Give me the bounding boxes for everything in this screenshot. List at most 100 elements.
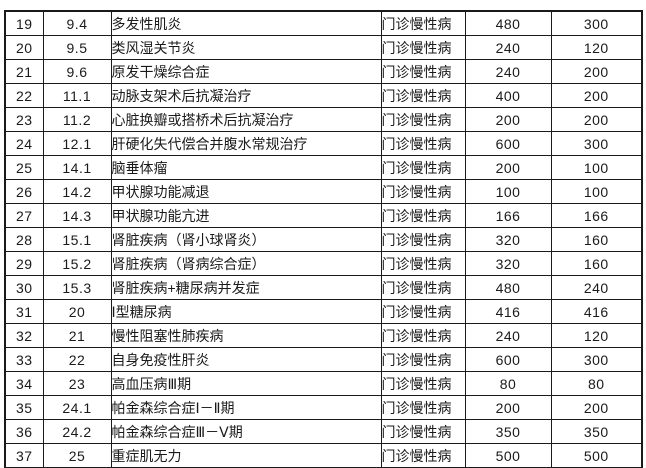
cell-code: 24.2 — [42, 419, 112, 444]
cell-amount-b: 200 — [550, 107, 643, 132]
cell-seq: 24 — [4, 131, 44, 156]
cell-seq: 31 — [4, 299, 44, 324]
cell-disease-name: 类风湿关节炎 — [110, 35, 382, 60]
cell-code: 14.1 — [42, 155, 112, 180]
cell-disease-name: 帕金森综合症Ⅲ－Ⅴ期 — [110, 419, 382, 444]
cell-code: 11.2 — [42, 107, 112, 132]
cell-amount-b: 100 — [550, 179, 643, 204]
table-row: 25 14.1 脑垂体瘤 门诊慢性病 200 100 — [4, 155, 643, 180]
cell-amount-b: 100 — [550, 155, 643, 180]
cell-code: 9.6 — [42, 59, 112, 84]
cell-amount-a: 240 — [464, 323, 552, 348]
cell-code: 11.1 — [42, 83, 112, 108]
cell-seq: 36 — [4, 419, 44, 444]
cell-category: 门诊慢性病 — [380, 131, 466, 156]
cell-seq: 28 — [4, 227, 44, 252]
cell-disease-name: Ⅰ型糖尿病 — [110, 299, 382, 324]
cell-amount-b: 160 — [550, 251, 643, 276]
cell-category: 门诊慢性病 — [380, 299, 466, 324]
cell-disease-name: 高血压病Ⅲ期 — [110, 371, 382, 396]
cell-category: 门诊慢性病 — [380, 347, 466, 372]
cell-seq: 25 — [4, 155, 44, 180]
table-row: 20 9.5 类风湿关节炎 门诊慢性病 240 120 — [4, 35, 643, 60]
cell-category: 门诊慢性病 — [380, 251, 466, 276]
cell-amount-a: 200 — [464, 155, 552, 180]
cell-amount-a: 500 — [464, 443, 552, 468]
cell-amount-a: 480 — [464, 275, 552, 300]
cell-amount-a: 480 — [464, 10, 552, 36]
cell-seq: 34 — [4, 371, 44, 396]
cell-amount-a: 320 — [464, 251, 552, 276]
cell-amount-a: 240 — [464, 35, 552, 60]
cell-category: 门诊慢性病 — [380, 275, 466, 300]
table-row: 31 20 Ⅰ型糖尿病 门诊慢性病 416 416 — [4, 299, 643, 324]
cell-category: 门诊慢性病 — [380, 419, 466, 444]
cell-disease-name: 帕金森综合症Ⅰ－Ⅱ期 — [110, 395, 382, 420]
cell-amount-b: 166 — [550, 203, 643, 228]
table-row: 27 14.3 甲状腺功能亢进 门诊慢性病 166 166 — [4, 203, 643, 228]
cell-seq: 27 — [4, 203, 44, 228]
cell-disease-name: 肝硬化失代偿合并腹水常规治疗 — [110, 131, 382, 156]
table-row: 29 15.2 肾脏疾病（肾病综合症） 门诊慢性病 320 160 — [4, 251, 643, 276]
cell-seq: 21 — [4, 59, 44, 84]
cell-amount-b: 300 — [550, 131, 643, 156]
cell-code: 14.3 — [42, 203, 112, 228]
cell-disease-name: 甲状腺功能亢进 — [110, 203, 382, 228]
cell-seq: 22 — [4, 83, 44, 108]
cell-seq: 19 — [4, 10, 44, 36]
cell-disease-name: 原发干燥综合症 — [110, 59, 382, 84]
cell-category: 门诊慢性病 — [380, 203, 466, 228]
table-row: 32 21 慢性阻塞性肺疾病 门诊慢性病 240 120 — [4, 323, 643, 348]
cell-amount-b: 240 — [550, 275, 643, 300]
chronic-disease-quota-table: 19 9.4 多发性肌炎 门诊慢性病 480 300 20 9.5 类风湿关节炎… — [4, 10, 643, 468]
table-body: 19 9.4 多发性肌炎 门诊慢性病 480 300 20 9.5 类风湿关节炎… — [4, 10, 643, 468]
cell-category: 门诊慢性病 — [380, 179, 466, 204]
table-row: 22 11.1 动脉支架术后抗凝治疗 门诊慢性病 400 200 — [4, 83, 643, 108]
table-row: 30 15.3 肾脏疾病+糖尿病并发症 门诊慢性病 480 240 — [4, 275, 643, 300]
cell-amount-a: 320 — [464, 227, 552, 252]
cell-code: 24.1 — [42, 395, 112, 420]
cell-code: 12.1 — [42, 131, 112, 156]
cell-amount-b: 350 — [550, 419, 643, 444]
cell-amount-b: 300 — [550, 10, 643, 36]
table-row: 21 9.6 原发干燥综合症 门诊慢性病 240 200 — [4, 59, 643, 84]
cell-amount-a: 100 — [464, 179, 552, 204]
cell-category: 门诊慢性病 — [380, 395, 466, 420]
cell-disease-name: 肾脏疾病（肾病综合症） — [110, 251, 382, 276]
cell-category: 门诊慢性病 — [380, 59, 466, 84]
cell-code: 15.3 — [42, 275, 112, 300]
cell-code: 25 — [42, 443, 112, 468]
table-row: 33 22 自身免疫性肝炎 门诊慢性病 600 300 — [4, 347, 643, 372]
cell-disease-name: 多发性肌炎 — [110, 10, 382, 36]
cell-code: 9.5 — [42, 35, 112, 60]
cell-disease-name: 甲状腺功能减退 — [110, 179, 382, 204]
cell-category: 门诊慢性病 — [380, 371, 466, 396]
cell-disease-name: 重症肌无力 — [110, 443, 382, 468]
cell-amount-a: 80 — [464, 371, 552, 396]
cell-code: 15.2 — [42, 251, 112, 276]
cell-category: 门诊慢性病 — [380, 35, 466, 60]
cell-seq: 26 — [4, 179, 44, 204]
cell-category: 门诊慢性病 — [380, 227, 466, 252]
cell-category: 门诊慢性病 — [380, 107, 466, 132]
cell-code: 23 — [42, 371, 112, 396]
cell-amount-a: 200 — [464, 395, 552, 420]
cell-code: 22 — [42, 347, 112, 372]
cell-seq: 37 — [4, 443, 44, 468]
cell-disease-name: 肾脏疾病（肾小球肾炎） — [110, 227, 382, 252]
cell-amount-a: 166 — [464, 203, 552, 228]
cell-amount-a: 240 — [464, 59, 552, 84]
cell-amount-a: 400 — [464, 83, 552, 108]
cell-amount-b: 120 — [550, 35, 643, 60]
cell-amount-b: 200 — [550, 59, 643, 84]
cell-disease-name: 自身免疫性肝炎 — [110, 347, 382, 372]
cell-amount-a: 350 — [464, 419, 552, 444]
cell-amount-b: 200 — [550, 83, 643, 108]
cell-category: 门诊慢性病 — [380, 10, 466, 36]
cell-code: 15.1 — [42, 227, 112, 252]
cell-category: 门诊慢性病 — [380, 323, 466, 348]
cell-amount-a: 600 — [464, 131, 552, 156]
cell-amount-b: 500 — [550, 443, 643, 468]
table-row: 19 9.4 多发性肌炎 门诊慢性病 480 300 — [4, 10, 643, 36]
